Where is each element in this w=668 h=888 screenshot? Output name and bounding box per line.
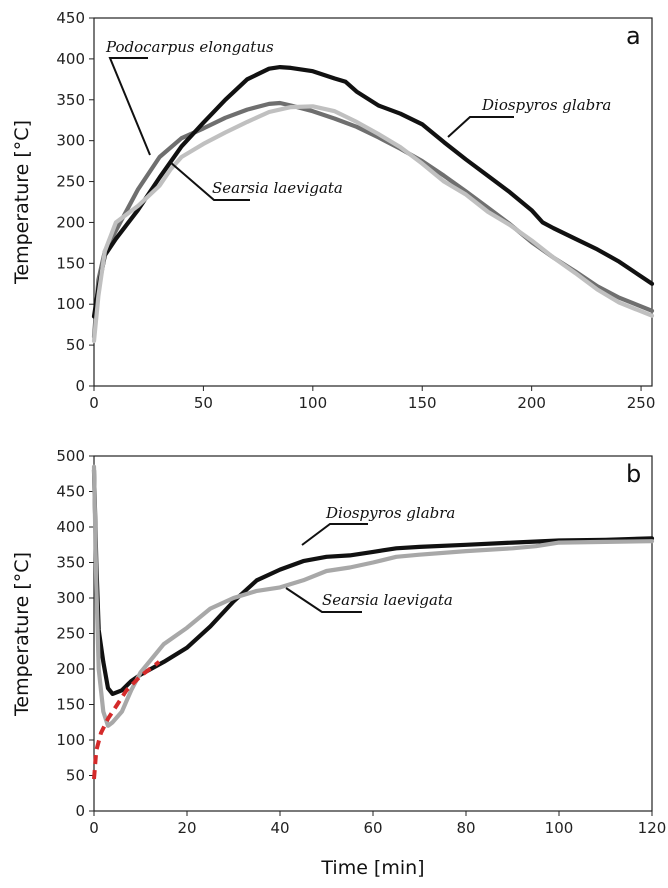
panel-b-y-axis-title: Temperature [°C]: [11, 552, 33, 717]
series-line-diospyros-glabra: [91, 65, 655, 319]
annotation-diospyros-b: Diospyros glabra: [325, 504, 455, 522]
series-line-podocarpus-elongatus: [91, 100, 655, 339]
panel-a-x-tick-label: 150: [408, 394, 437, 412]
panel-a-x-tick-label: 250: [627, 394, 656, 412]
panel-b-y-tick-label: 500: [56, 447, 85, 465]
panel-a-y-tick-label: 250: [56, 173, 85, 191]
annotation-leader-diospyros-b: [301, 523, 368, 546]
panel-a-x-tick-label: 100: [299, 394, 328, 412]
panel-a-ticks: 0 50 100 150 200 250 0 50 100 150 200 250 300 350 400 4…: [56, 9, 655, 412]
series-line-extrapolation: [92, 660, 161, 780]
panel-b-y-tick-label: 100: [56, 731, 85, 749]
panel-b-y-tick-label: 150: [56, 696, 85, 714]
panel-b-x-axis-title: Time [min]: [320, 857, 424, 879]
annotation-searsia-b: Searsia laevigata: [322, 591, 453, 609]
panel-a-y-tick-label: 50: [66, 336, 85, 354]
panel-a-y-tick-label: 0: [75, 377, 85, 395]
panel-b-y-tick-label: 200: [56, 660, 85, 678]
panel-b-x-tick-label: 80: [456, 819, 475, 837]
panel-a-series: [91, 65, 655, 344]
annotation-leader-searsia-a: [169, 161, 250, 201]
panel-b-y-tick-label: 400: [56, 518, 85, 536]
annotation-leader-diospyros-a: [447, 116, 514, 138]
panel-b-x-tick-label: 60: [363, 819, 382, 837]
panel-a-y-tick-label: 300: [56, 132, 85, 150]
panel-b-x-tick-label: 20: [177, 819, 196, 837]
annotation-diospyros-a: Diospyros glabra: [481, 96, 611, 114]
panel-a-y-tick-label: 350: [56, 91, 85, 109]
panel-a-x-tick-label: 50: [194, 394, 213, 412]
panel-b-x-tick-label: 0: [89, 819, 99, 837]
annotation-leader-podocarpus: [108, 57, 151, 156]
panel-b-label: b: [626, 460, 641, 488]
annotation-podocarpus: Podocarpus elongatus: [105, 38, 274, 56]
panel-b-y-tick-label: 300: [56, 589, 85, 607]
panel-b-y-tick-label: 450: [56, 483, 85, 501]
panel-a-x-tick-label: 200: [517, 394, 546, 412]
series-line-diospyros-glabra: [91, 468, 655, 696]
panel-a-y-tick-label: 400: [56, 50, 85, 68]
series-line-searsia-laevigata: [91, 464, 655, 728]
panel-a: 0 50 100 150 200 250 0 50 100 150 200 250 300 350 400 4…: [11, 9, 655, 412]
annotation-leader-searsia-b: [285, 587, 362, 613]
panel-a-y-tick-label: 450: [56, 9, 85, 27]
panel-b-x-tick-label: 40: [270, 819, 289, 837]
panel-a-y-tick-label: 150: [56, 254, 85, 272]
panel-b: 0 20 40 60 80 100 120 0 50 100 150 200 250 300 350 400 4…: [11, 447, 666, 879]
annotation-searsia-a: Searsia laevigata: [212, 179, 343, 197]
series-line-searsia-laevigata: [91, 104, 655, 344]
panel-b-x-tick-label: 120: [638, 819, 667, 837]
panel-b-x-tick-label: 100: [545, 819, 574, 837]
panel-b-y-tick-label: 50: [66, 767, 85, 785]
panel-b-y-tick-label: 350: [56, 554, 85, 572]
panel-b-series: [91, 464, 655, 780]
panel-a-y-axis-title: Temperature [°C]: [11, 120, 33, 285]
panel-a-y-tick-label: 200: [56, 213, 85, 231]
panel-a-label: a: [626, 22, 641, 50]
panel-b-y-tick-label: 250: [56, 625, 85, 643]
panel-a-y-tick-label: 100: [56, 295, 85, 313]
panel-b-ticks: 0 20 40 60 80 100 120 0 50 100 150 200 250 300 350 400 4…: [56, 447, 666, 837]
panel-b-y-tick-label: 0: [75, 802, 85, 820]
panel-a-frame: [93, 17, 653, 387]
panel-a-x-tick-label: 0: [89, 394, 99, 412]
